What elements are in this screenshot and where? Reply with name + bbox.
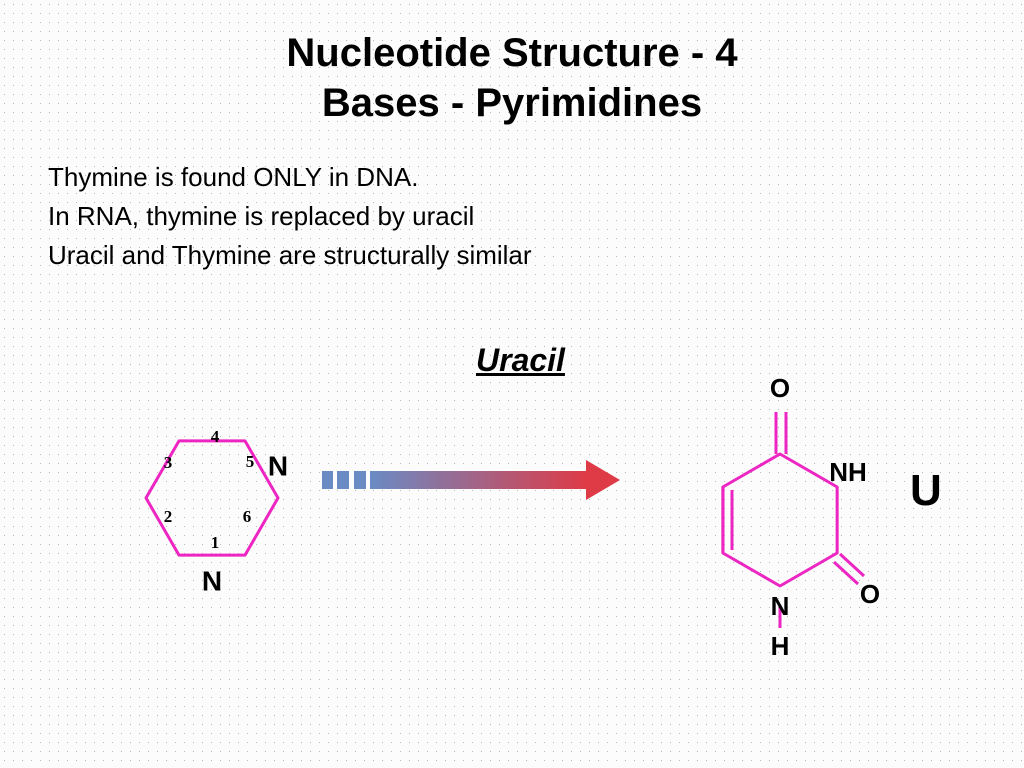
svg-text:NH: NH bbox=[829, 457, 867, 487]
svg-text:N: N bbox=[268, 450, 288, 481]
svg-text:4: 4 bbox=[211, 427, 220, 446]
slide-root: Nucleotide Structure - 4 Bases - Pyrimid… bbox=[0, 0, 1024, 768]
svg-text:1: 1 bbox=[211, 533, 220, 552]
svg-text:3: 3 bbox=[164, 453, 173, 472]
transform-arrow-icon bbox=[322, 460, 620, 500]
pyrimidine-ring: N N 1 2 3 4 5 6 bbox=[146, 427, 288, 596]
svg-text:N: N bbox=[771, 591, 790, 621]
svg-text:2: 2 bbox=[164, 507, 173, 526]
uracil-structure: O NH O NH bbox=[723, 373, 880, 661]
svg-text:H: H bbox=[771, 631, 790, 661]
svg-text:O: O bbox=[860, 579, 880, 609]
diagram-svg: NN123456 ONHONH bbox=[0, 0, 1024, 768]
svg-text:6: 6 bbox=[243, 507, 252, 526]
svg-text:O: O bbox=[770, 373, 790, 403]
svg-text:N: N bbox=[202, 565, 222, 596]
svg-text:5: 5 bbox=[246, 452, 255, 471]
